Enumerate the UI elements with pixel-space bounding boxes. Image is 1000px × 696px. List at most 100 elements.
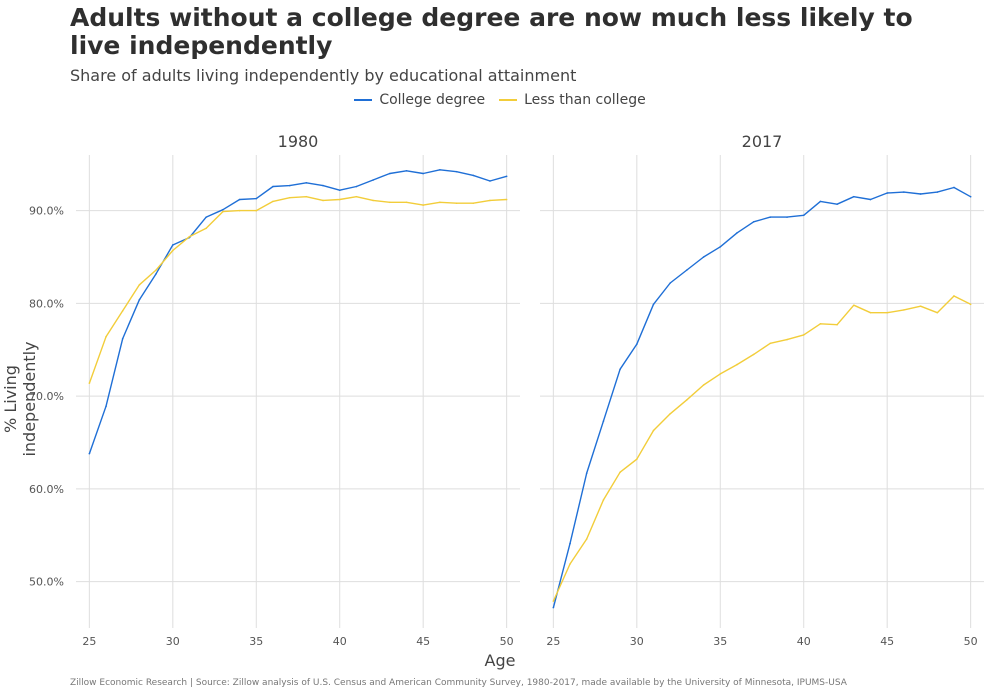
data-point-2017-less-than-college-35 [719,373,722,375]
y-tick-label-50: 50.0% [29,576,64,589]
data-point-2017-college-37 [752,220,755,223]
data-point-1980-college-25 [88,452,91,455]
data-point-1980-less-than-college-42 [372,199,374,202]
data-point-2017-less-than-college-46 [903,309,905,311]
x-tick-label-1980-40: 40 [333,635,347,648]
data-point-2017-less-than-college-36 [736,363,738,366]
data-point-2017-less-than-college-40 [802,334,805,336]
data-point-2017-college-41 [819,200,822,203]
data-point-1980-less-than-college-40 [338,198,341,201]
data-point-1980-college-44 [405,169,408,172]
data-point-1980-college-48 [472,174,475,177]
data-point-2017-college-29 [619,368,621,371]
data-point-1980-college-27 [121,337,124,340]
data-point-2017-college-43 [853,195,855,198]
data-point-2017-less-than-college-48 [936,311,939,314]
y-tick-label-60: 60.0% [29,483,64,496]
data-point-1980-less-than-college-32 [205,227,207,230]
data-point-1980-less-than-college-30 [172,249,174,252]
data-point-1980-college-39 [322,184,324,187]
series-line-2017-college-degree [552,186,971,608]
data-point-2017-college-30 [636,343,638,346]
legend-swatch-less-than-college [499,99,518,101]
data-point-1980-less-than-college-46 [439,201,441,204]
data-point-2017-less-than-college-34 [702,384,705,386]
data-point-1980-less-than-college-43 [389,201,391,204]
data-point-1980-less-than-college-44 [405,201,408,204]
data-point-2017-less-than-college-29 [619,471,621,473]
data-point-2017-college-40 [802,214,805,217]
data-point-2017-less-than-college-33 [686,399,688,401]
x-tick-label-2017-50: 50 [964,635,978,648]
data-point-2017-less-than-college-45 [886,311,888,314]
data-point-1980-less-than-college-28 [138,284,141,286]
data-point-2017-college-34 [702,256,705,258]
data-point-1980-college-38 [305,182,308,184]
series-line-1980-college-degree [88,169,507,454]
data-point-2017-less-than-college-26 [569,563,571,565]
data-point-2017-less-than-college-47 [919,305,922,307]
data-point-2017-college-27 [585,472,588,474]
chart-title: Adults without a college degree are now … [70,3,913,60]
data-point-1980-college-33 [222,208,224,211]
data-point-1980-college-29 [155,272,157,275]
legend-swatch-college-degree [354,99,373,101]
data-point-2017-less-than-college-27 [585,538,588,540]
data-point-1980-less-than-college-25 [88,382,91,384]
data-point-1980-less-than-college-45 [422,204,424,206]
x-tick-label-2017-45: 45 [880,635,894,648]
data-point-2017-college-33 [686,269,688,271]
data-point-1980-college-46 [439,169,441,171]
data-point-2017-college-45 [886,192,888,194]
data-point-2017-college-35 [719,246,722,248]
data-point-2017-less-than-college-41 [819,322,822,325]
x-axis-title: Age [484,651,516,670]
chart-subtitle: Share of adults living independently by … [70,66,577,85]
y-tick-label-80: 80.0% [29,297,64,310]
data-point-2017-college-31 [652,303,655,306]
data-point-2017-less-than-college-32 [669,412,671,415]
data-point-1980-less-than-college-48 [472,202,475,205]
x-tick-label-1980-25: 25 [82,635,96,648]
data-point-1980-less-than-college-37 [288,196,291,199]
x-tick-label-2017-40: 40 [797,635,811,648]
x-tick-label-2017-35: 35 [713,635,727,648]
panel-title-2017: 2017 [741,132,783,151]
x-tick-label-1980-35: 35 [249,635,263,648]
data-point-1980-less-than-college-34 [238,209,241,212]
data-point-2017-less-than-college-28 [602,499,605,501]
data-point-1980-college-28 [138,298,141,301]
data-point-2017-less-than-college-42 [836,323,838,326]
data-point-1980-less-than-college-38 [305,195,308,198]
data-point-1980-college-41 [355,185,358,188]
data-point-1980-college-50 [505,175,508,178]
data-point-2017-college-38 [769,216,772,218]
data-point-2017-college-25 [552,606,555,609]
x-tick-label-2017-25: 25 [546,635,560,648]
x-tick-label-1980-45: 45 [416,635,430,648]
legend-label-college-degree: College degree [379,92,486,108]
data-point-1980-college-37 [288,184,291,187]
data-point-2017-less-than-college-37 [752,353,755,356]
legend: College degree Less than college [0,92,1000,108]
data-point-2017-less-than-college-38 [769,342,772,345]
data-point-1980-college-43 [389,172,391,175]
data-point-2017-college-46 [903,191,905,193]
y-tick-label-70: 70.0% [29,390,64,403]
data-point-1980-less-than-college-50 [505,198,508,201]
x-tick-label-1980-30: 30 [166,635,180,648]
data-point-1980-college-49 [489,180,491,182]
data-point-1980-college-36 [272,185,274,188]
data-point-1980-less-than-college-29 [155,269,157,271]
data-point-1980-less-than-college-39 [322,199,324,202]
data-point-2017-less-than-college-50 [969,303,972,306]
data-point-2017-college-42 [836,203,838,205]
panel-title-1980: 1980 [277,132,319,151]
y-axis-title: % Living independently [1,341,39,457]
data-point-1980-college-40 [338,189,341,192]
data-point-2017-college-47 [919,193,922,195]
data-point-2017-college-36 [736,232,738,234]
legend-item-college-degree: College degree [354,92,485,108]
source-note: Zillow Economic Research | Source: Zillo… [70,678,847,688]
